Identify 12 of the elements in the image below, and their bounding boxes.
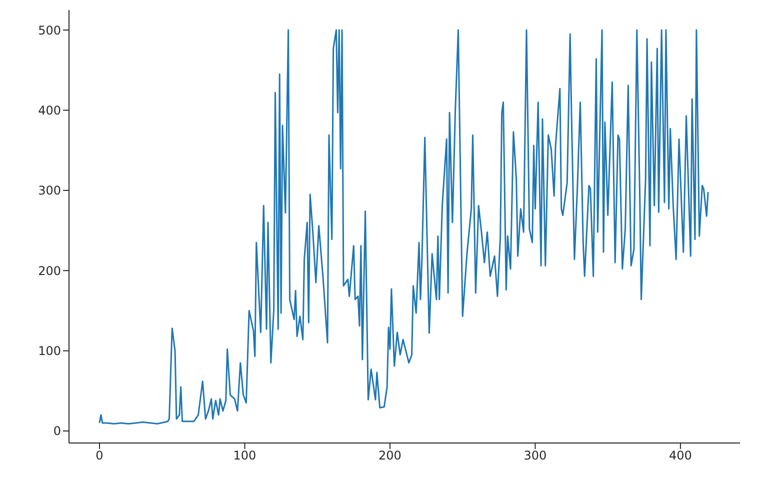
line-series — [98, 29, 709, 425]
y-tick-label: 200 — [38, 264, 61, 278]
y-tick-label: 100 — [38, 344, 61, 358]
y-tick-label: 0 — [53, 424, 61, 438]
y-tick-label: 500 — [38, 23, 61, 38]
y-tick-label: 400 — [38, 103, 61, 118]
x-tick-label: 0 — [96, 448, 104, 463]
x-tick-label: 300 — [524, 448, 547, 463]
x-tick-label: 100 — [233, 448, 256, 463]
x-tick-label: 400 — [669, 448, 692, 463]
x-tick-label: 200 — [378, 448, 402, 463]
y-tick-label: 300 — [38, 184, 61, 198]
